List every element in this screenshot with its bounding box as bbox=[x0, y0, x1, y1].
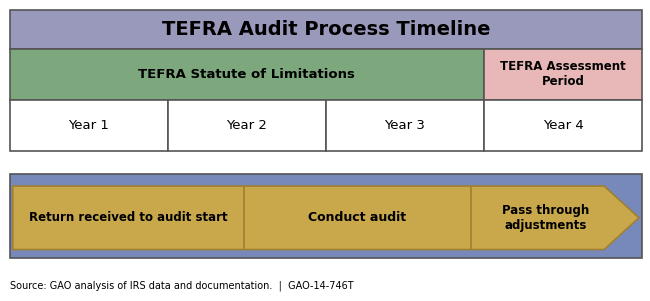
Text: Return received to audit start: Return received to audit start bbox=[29, 211, 228, 224]
FancyBboxPatch shape bbox=[326, 100, 484, 150]
FancyBboxPatch shape bbox=[10, 100, 168, 150]
FancyBboxPatch shape bbox=[10, 49, 484, 100]
Text: Conduct audit: Conduct audit bbox=[308, 211, 406, 224]
FancyBboxPatch shape bbox=[10, 174, 642, 258]
FancyBboxPatch shape bbox=[168, 100, 326, 150]
FancyBboxPatch shape bbox=[484, 100, 642, 150]
Text: Source: GAO analysis of IRS data and documentation.  |  GAO-14-746T: Source: GAO analysis of IRS data and doc… bbox=[10, 280, 353, 291]
Text: Year 2: Year 2 bbox=[226, 119, 267, 132]
Text: Year 1: Year 1 bbox=[68, 119, 109, 132]
Text: Year 4: Year 4 bbox=[543, 119, 584, 132]
Text: Year 3: Year 3 bbox=[385, 119, 425, 132]
Text: TEFRA Assessment
Period: TEFRA Assessment Period bbox=[500, 61, 626, 88]
Text: Pass through
adjustments: Pass through adjustments bbox=[502, 204, 589, 232]
Text: TEFRA Statute of Limitations: TEFRA Statute of Limitations bbox=[138, 68, 355, 81]
Text: TEFRA Audit Process Timeline: TEFRA Audit Process Timeline bbox=[162, 20, 490, 39]
FancyBboxPatch shape bbox=[10, 10, 642, 49]
Polygon shape bbox=[13, 186, 639, 250]
FancyBboxPatch shape bbox=[484, 49, 642, 100]
